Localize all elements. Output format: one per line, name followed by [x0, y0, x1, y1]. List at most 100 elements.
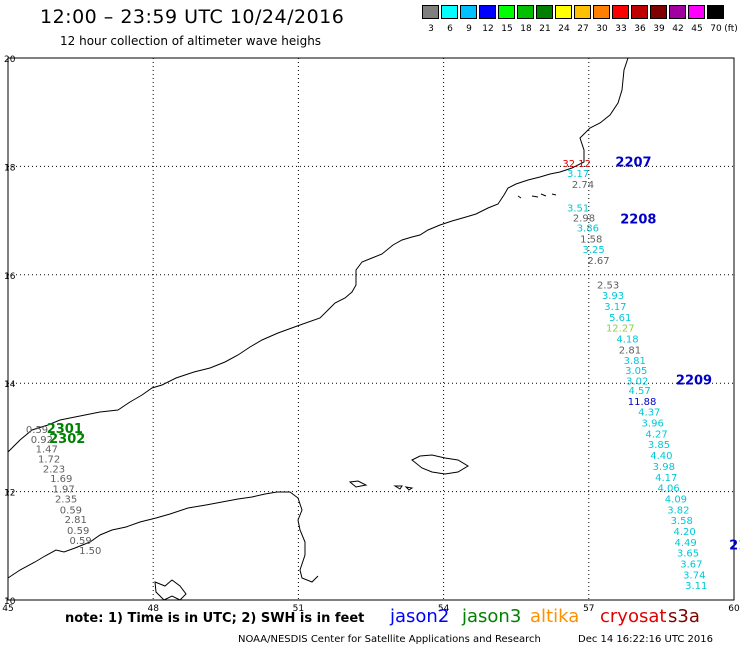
wave-height-value: 4.27 [645, 429, 667, 440]
map-subtitle: 12 hour collection of altimeter wave hei… [60, 34, 322, 48]
wave-height-value: 12.27 [606, 324, 635, 335]
darsa-island [404, 486, 414, 491]
legend-swatch [650, 5, 667, 19]
y-tick-label: 10 [4, 597, 16, 607]
y-tick-label: 20 [4, 55, 16, 65]
pass-number: 2208 [620, 212, 656, 227]
legend-swatch [460, 5, 477, 19]
axis-ticks: 45 48 51 54 57 60 10 12 14 16 18 20 [2, 55, 740, 614]
wave-height-value: 3.85 [648, 440, 670, 451]
wave-height-value: 3.17 [567, 169, 589, 180]
legend-label: 36 [634, 24, 646, 34]
legend-swatch [498, 5, 515, 19]
wave-height-value: 0.59 [67, 526, 89, 537]
legend-swatch [441, 5, 458, 19]
pass-number: 2301 [47, 422, 83, 437]
wave-height-value: 3.02 [626, 376, 648, 387]
wave-height-value: 2.74 [572, 180, 594, 191]
legend-swatch [517, 5, 534, 19]
legend-label: 27 [577, 24, 589, 34]
somalia-coastline [7, 491, 319, 583]
wave-height-value: 3.74 [683, 570, 705, 581]
x-tick-label: 60 [728, 604, 740, 614]
legend-label: 6 [447, 24, 453, 34]
legend-label: 3 [428, 24, 434, 34]
arabian-coastline [7, 57, 629, 453]
samha-island [393, 485, 403, 490]
legend-unit: (ft) [724, 24, 738, 34]
wave-height-value: 0.59 [60, 505, 82, 516]
y-tick-label: 16 [4, 272, 16, 282]
y-tick-label: 18 [4, 163, 16, 173]
legend-swatch [707, 5, 724, 19]
wave-height-value: 3.58 [671, 516, 693, 527]
wave-height-value: 32.12 [562, 159, 591, 170]
timestamp: Dec 14 16:22:16 UTC 2016 [578, 634, 713, 645]
wave-height-value: 5.61 [609, 313, 631, 324]
legend-label: 30 [596, 24, 608, 34]
x-tick-label: 48 [147, 604, 159, 614]
credit-line: NOAA/NESDIS Center for Satellite Applica… [238, 634, 541, 645]
legend-swatch [574, 5, 591, 19]
satellite-name: cryosat [600, 606, 667, 627]
wave-height-value: 2.98 [573, 214, 595, 225]
wave-height-value: 3.65 [677, 549, 699, 560]
wave-height-value: 2.81 [65, 515, 87, 526]
wave-height-value: 4.17 [655, 473, 677, 484]
pass-number: 2207 [615, 155, 651, 170]
wave-height-value: 3.17 [604, 302, 626, 313]
abd-al-kuri-island [348, 480, 368, 488]
legend-label: 18 [520, 24, 532, 34]
wave-height-value: 4.49 [674, 538, 696, 549]
wave-observations: 32.123.172.743.512.983.861.583.252.672.5… [26, 159, 707, 592]
map-frame [7, 57, 735, 601]
legend-swatch [479, 5, 496, 19]
wave-height-value: 4.40 [650, 451, 672, 462]
wave-height-value: 2.53 [597, 280, 619, 291]
wave-height-value: 3.98 [653, 462, 675, 473]
wave-height-value: 3.96 [642, 419, 664, 430]
legend-label: 21 [539, 24, 551, 34]
wave-height-value: 4.20 [673, 527, 695, 538]
wave-height-value: 1.58 [580, 234, 602, 245]
wave-height-value: 2.67 [587, 256, 609, 267]
map-title: 12:00 – 23:59 UTC 10/24/2016 [40, 6, 345, 28]
legend-label: 9 [466, 24, 472, 34]
satellite-name: s3a [668, 606, 700, 627]
wave-height-value: 1.97 [53, 485, 75, 496]
wave-height-value: 4.57 [628, 386, 650, 397]
satellite-name: altika [530, 606, 580, 627]
socotra-island [411, 454, 469, 475]
wave-height-value: 1.72 [38, 454, 60, 465]
wave-height-value: 3.93 [602, 291, 624, 302]
wave-height-value: 4.18 [616, 335, 638, 346]
legend-swatch [612, 5, 629, 19]
x-tick-label: 51 [293, 604, 304, 614]
wave-height-value: 3.05 [625, 366, 647, 377]
satellite-name: jason3 [462, 606, 522, 627]
x-tick-label: 57 [583, 604, 594, 614]
legend-label: 33 [615, 24, 627, 34]
y-tick-label: 14 [4, 380, 16, 390]
x-tick-label: 54 [438, 604, 450, 614]
legend-swatch [631, 5, 648, 19]
wave-height-value: 3.86 [577, 223, 599, 234]
satellite-name: jason2 [390, 606, 450, 627]
units-note: note: 1) Time is in UTC; 2) SWH is in fe… [65, 611, 365, 626]
wave-height-value: 2.81 [619, 345, 641, 356]
legend-label: 45 [691, 24, 703, 34]
wave-height-value: 3.51 [567, 203, 589, 214]
legend-swatch [669, 5, 686, 19]
wave-height-value: 2.23 [43, 465, 65, 476]
legend-label: 70 [710, 24, 722, 34]
wave-height-value: 3.25 [583, 245, 605, 256]
pass-number: 2302 [49, 432, 85, 447]
wave-height-value: 4.37 [638, 408, 660, 419]
coastal-feature [154, 579, 187, 601]
wave-height-value: 3.11 [685, 581, 707, 592]
wave-height-value: 0.59 [69, 536, 91, 547]
x-tick-label: 45 [2, 604, 13, 614]
wave-height-value: 3.81 [624, 356, 646, 367]
